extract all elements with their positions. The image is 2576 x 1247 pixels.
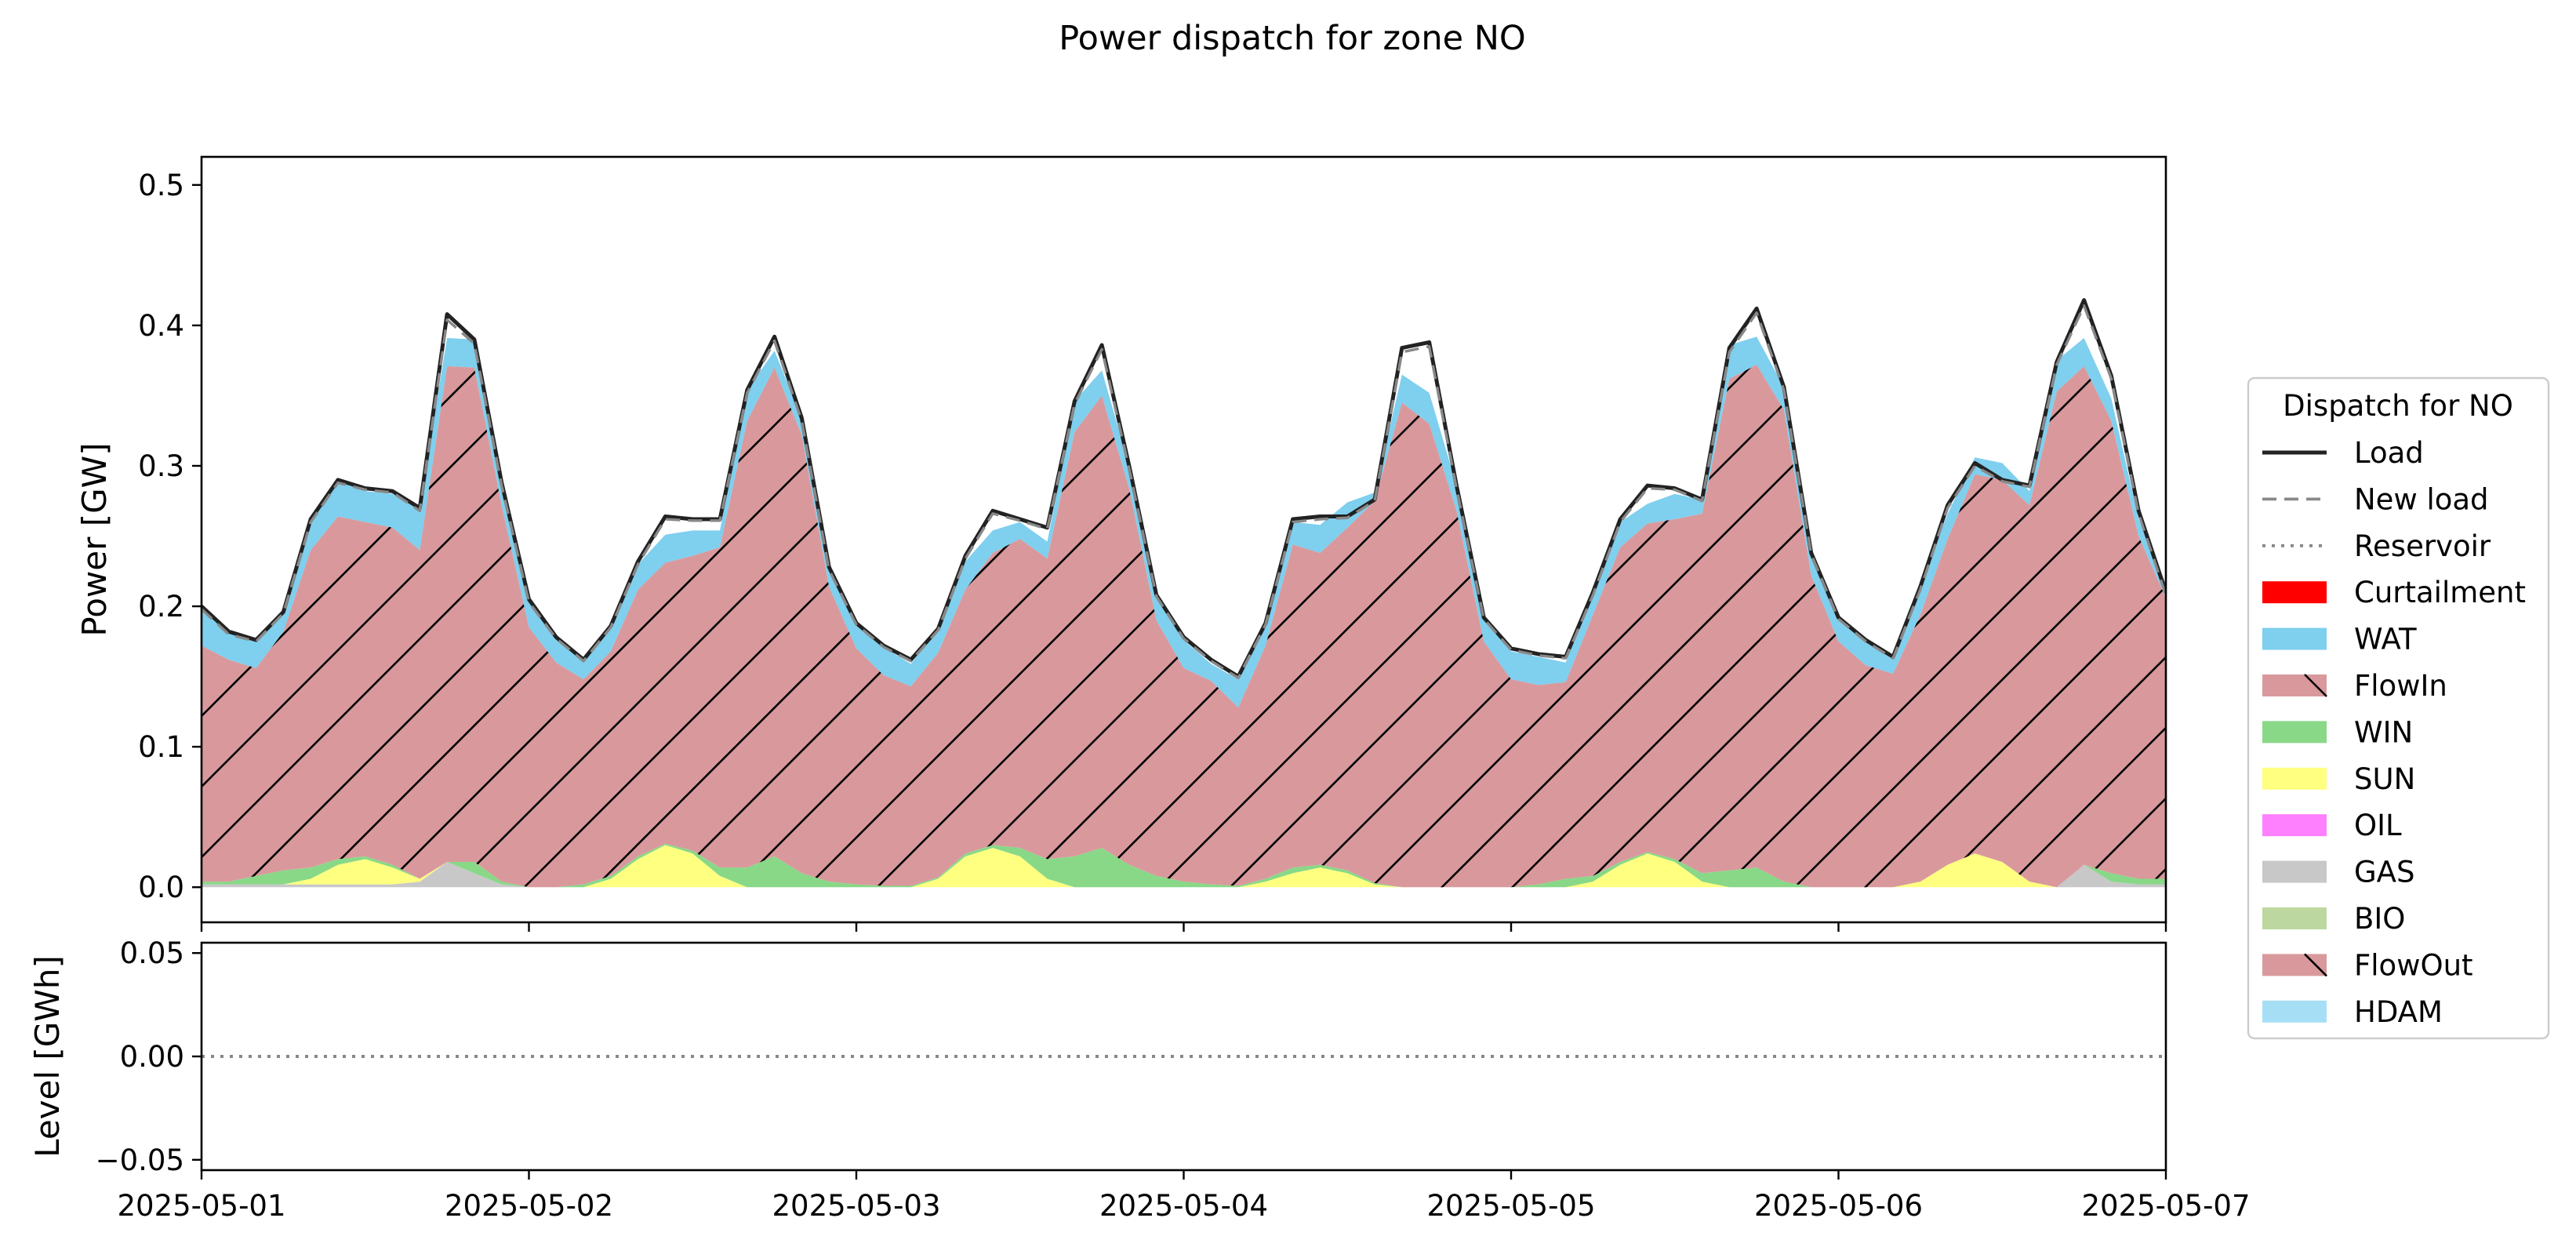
legend-swatch-oil	[2262, 814, 2327, 837]
legend-entry-hdam: HDAM	[2262, 995, 2443, 1029]
legend-label-load: Load	[2354, 436, 2424, 470]
legend-swatch-wat	[2262, 627, 2327, 650]
legend-swatch-sun	[2262, 767, 2327, 790]
legend-entry-flowin: FlowIn	[2262, 669, 2447, 703]
legend-frame	[2247, 376, 2550, 1040]
legend-hatch-mark	[2304, 953, 2327, 977]
legend-label-wat: WAT	[2354, 623, 2417, 656]
legend-entry-gas: GAS	[2262, 856, 2414, 889]
legend-entry-new-load: New load	[2262, 482, 2489, 516]
power-y-ticks: 0.0 0.1 0.2 0.3 0.4 0.5	[138, 169, 202, 904]
legend-entries: Load New load Reservoir Curtailment WAT FlowI…	[2262, 436, 2526, 1029]
figure-title: Power dispatch for zone NO	[1059, 19, 1525, 58]
legend-label-sun: SUN	[2354, 762, 2415, 796]
legend-label-win: WIN	[2354, 715, 2413, 749]
stacked-areas	[202, 336, 2166, 888]
power-y-tick-label: 0.3	[138, 449, 184, 483]
line-new-load	[202, 304, 2166, 680]
power-y-tick-label: 0.1	[138, 730, 184, 764]
level-x-tick-label: 2025-05-07	[2081, 1189, 2250, 1223]
legend-swatch-bio	[2262, 907, 2327, 929]
power-y-tick-label: 0.4	[138, 309, 184, 343]
legend-swatch-win	[2262, 721, 2327, 743]
legend-label-flowin: FlowIn	[2354, 669, 2447, 703]
legend-label-oil: OIL	[2354, 809, 2402, 842]
legend-label-flowout: FlowOut	[2354, 948, 2473, 982]
legend-entry-oil: OIL	[2262, 809, 2402, 842]
legend-entry-reservoir: Reservoir	[2262, 529, 2491, 563]
area-gas	[202, 861, 2166, 888]
legend-entry-flowout: FlowOut	[2262, 948, 2473, 982]
level-x-tick-label: 2025-05-06	[1754, 1189, 1923, 1223]
area-sun	[202, 845, 2166, 888]
power-y-tick-label: 0.0	[138, 871, 184, 904]
level-x-tick-label: 2025-05-03	[772, 1189, 940, 1223]
level-y-tick-label: 0.05	[120, 936, 184, 970]
level-x-tick-label: 2025-05-05	[1426, 1189, 1595, 1223]
legend-entry-bio: BIO	[2262, 902, 2405, 936]
legend-swatch-curtailment	[2262, 581, 2327, 604]
load-lines	[202, 298, 2166, 680]
level-x-tick-label: 2025-05-02	[445, 1189, 613, 1223]
level-x-tick-label: 2025-05-01	[117, 1189, 285, 1223]
power-y-axis-label: Power [GW]	[75, 442, 114, 636]
legend-label-gas: GAS	[2354, 856, 2414, 889]
level-x-ticks: 2025-05-01 2025-05-02 2025-05-03 2025-05-04…	[117, 1170, 2251, 1223]
legend-label-reservoir: Reservoir	[2354, 529, 2491, 563]
legend-label-hdam: HDAM	[2354, 995, 2443, 1029]
legend: Dispatch for NO Load New load Reservoir Cur…	[2247, 376, 2550, 1040]
level-y-tick-label: 0.00	[120, 1040, 184, 1074]
legend-label-new-load: New load	[2354, 482, 2489, 516]
legend-title: Dispatch for NO	[2283, 389, 2513, 423]
power-axes: 0.0 0.1 0.2 0.3 0.4 0.5 Power [GW]	[75, 155, 2167, 932]
legend-entry-sun: SUN	[2262, 762, 2415, 796]
level-axes: −0.050.000.05 2025-05-01 2025-05-02 2025-0…	[28, 936, 2251, 1223]
area-flowin-hatch	[202, 365, 2166, 888]
level-y-axis-label: Level [GWh]	[28, 955, 67, 1158]
legend-hatch-mark	[2304, 674, 2327, 697]
legend-swatch-gas	[2262, 860, 2327, 883]
legend-label-curtailment: Curtailment	[2354, 576, 2526, 609]
level-x-tick-label: 2025-05-04	[1099, 1189, 1268, 1223]
level-y-ticks: −0.05 0.00 0.05	[96, 936, 202, 1177]
legend-label-bio: BIO	[2354, 902, 2405, 936]
level-y-tick-label: −0.05	[96, 1143, 184, 1177]
power-x-ticks	[200, 922, 2167, 932]
legend-entry-load: Load	[2262, 436, 2424, 470]
power-y-tick-label: 0.2	[138, 590, 184, 624]
legend-entry-curtailment: Curtailment	[2262, 576, 2526, 609]
legend-entry-wat: WAT	[2262, 623, 2417, 656]
legend-swatch-hdam	[2262, 1000, 2327, 1023]
power-y-tick-label: 0.5	[138, 169, 184, 202]
legend-entry-win: WIN	[2262, 715, 2413, 749]
